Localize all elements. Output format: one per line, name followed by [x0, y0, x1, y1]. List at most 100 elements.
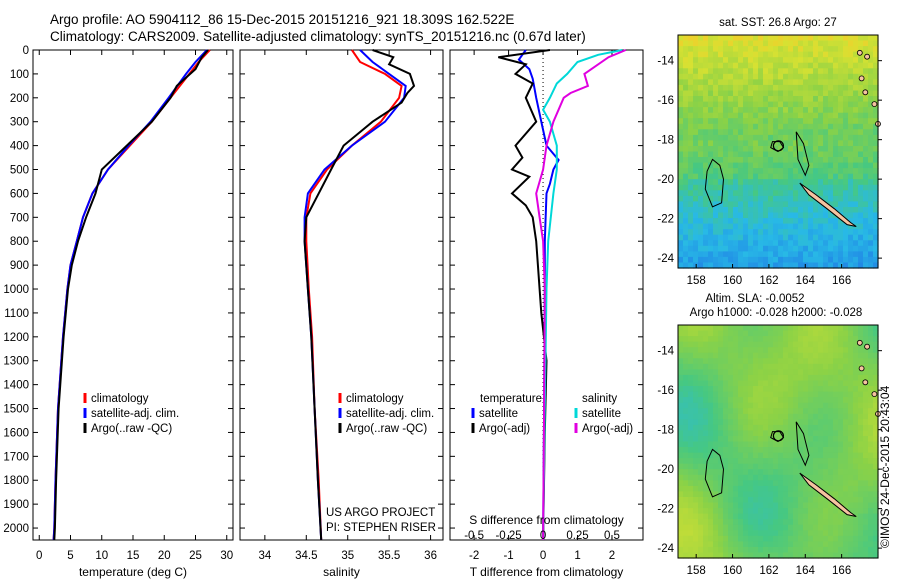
map-cell: [788, 118, 794, 125]
map-cell: [693, 430, 699, 437]
map-cell: [738, 79, 744, 86]
map-cell: [708, 391, 714, 398]
map-cell: [703, 430, 709, 437]
map-y-tick-label: -16: [657, 95, 674, 107]
map-cell: [733, 419, 739, 426]
map-cell: [748, 79, 754, 86]
map-cell: [703, 413, 709, 420]
map-cell: [723, 391, 729, 398]
map-cell: [773, 535, 779, 542]
map-cell: [688, 358, 694, 365]
map-cell: [758, 96, 764, 103]
map-cell: [773, 524, 779, 531]
map-cell: [843, 430, 849, 437]
map-cell: [853, 541, 859, 548]
map-cell: [813, 502, 819, 509]
map-cell: [848, 96, 854, 103]
map-cell: [738, 190, 744, 197]
map-cell: [708, 251, 714, 258]
map-cell: [778, 73, 784, 80]
map-cell: [803, 447, 809, 454]
map-cell: [798, 168, 804, 175]
map-cell: [738, 524, 744, 531]
map-cell: [768, 190, 774, 197]
map-cell: [788, 229, 794, 236]
map-cell: [748, 35, 754, 42]
map-cell: [778, 386, 784, 393]
map-cell: [848, 123, 854, 130]
map-cell: [853, 112, 859, 119]
map-cell: [748, 380, 754, 387]
map-cell: [718, 184, 724, 191]
map-cell: [683, 325, 689, 332]
map-cell: [703, 157, 709, 164]
map-cell: [723, 173, 729, 180]
map-cell: [868, 40, 874, 47]
map-cell: [698, 262, 704, 269]
map-cell: [873, 179, 879, 186]
map-cell: [813, 469, 819, 476]
map-cell: [798, 441, 804, 448]
map-cell: [793, 469, 799, 476]
map-cell: [703, 530, 709, 537]
map-cell: [763, 341, 769, 348]
map-cell: [818, 173, 824, 180]
map-cell: [723, 184, 729, 191]
map-cell: [718, 101, 724, 108]
map-cell: [733, 402, 739, 409]
map-cell: [723, 430, 729, 437]
map-cell: [713, 347, 719, 354]
map-cell: [763, 101, 769, 108]
map-cell: [698, 358, 704, 365]
map-cell: [803, 101, 809, 108]
x-axis-label: temperature (deg C): [79, 565, 187, 579]
map-cell: [853, 129, 859, 136]
map-cell: [813, 57, 819, 64]
map-cell: [738, 369, 744, 376]
map-cell: [813, 112, 819, 119]
map-cell: [813, 419, 819, 426]
map-cell: [693, 535, 699, 542]
map-cell: [728, 391, 734, 398]
map-cell: [713, 207, 719, 214]
map-cell: [813, 374, 819, 381]
map-cell: [813, 358, 819, 365]
map-cell: [778, 374, 784, 381]
map-cell: [773, 62, 779, 69]
map-cell: [838, 245, 844, 252]
map-cell: [848, 140, 854, 147]
map-cell: [798, 397, 804, 404]
map-cell: [713, 262, 719, 269]
map-cell: [738, 347, 744, 354]
map-cell: [713, 256, 719, 263]
map-cell: [768, 223, 774, 230]
map-cell: [803, 430, 809, 437]
map-cell: [803, 524, 809, 531]
map-cell: [793, 430, 799, 437]
map-cell: [703, 35, 709, 42]
map-cell: [748, 508, 754, 515]
map-cell: [833, 524, 839, 531]
map-cell: [793, 358, 799, 365]
map-cell: [713, 184, 719, 191]
map-cell: [838, 129, 844, 136]
map-cell: [733, 347, 739, 354]
map-cell: [723, 330, 729, 337]
legend-label: satellite: [582, 408, 621, 420]
map-cell: [793, 162, 799, 169]
map-cell: [763, 463, 769, 470]
map-cell: [873, 352, 879, 359]
map-cell: [773, 195, 779, 202]
map-cell: [808, 408, 814, 415]
map-cell: [758, 374, 764, 381]
map-cell: [853, 201, 859, 208]
map-cell: [718, 112, 724, 119]
map-cell: [768, 73, 774, 80]
map-cell: [868, 508, 874, 515]
map-cell: [838, 386, 844, 393]
map-cell: [693, 218, 699, 225]
map-cell: [753, 146, 759, 153]
map-cell: [738, 452, 744, 459]
map-cell: [853, 245, 859, 252]
map-cell: [828, 173, 834, 180]
